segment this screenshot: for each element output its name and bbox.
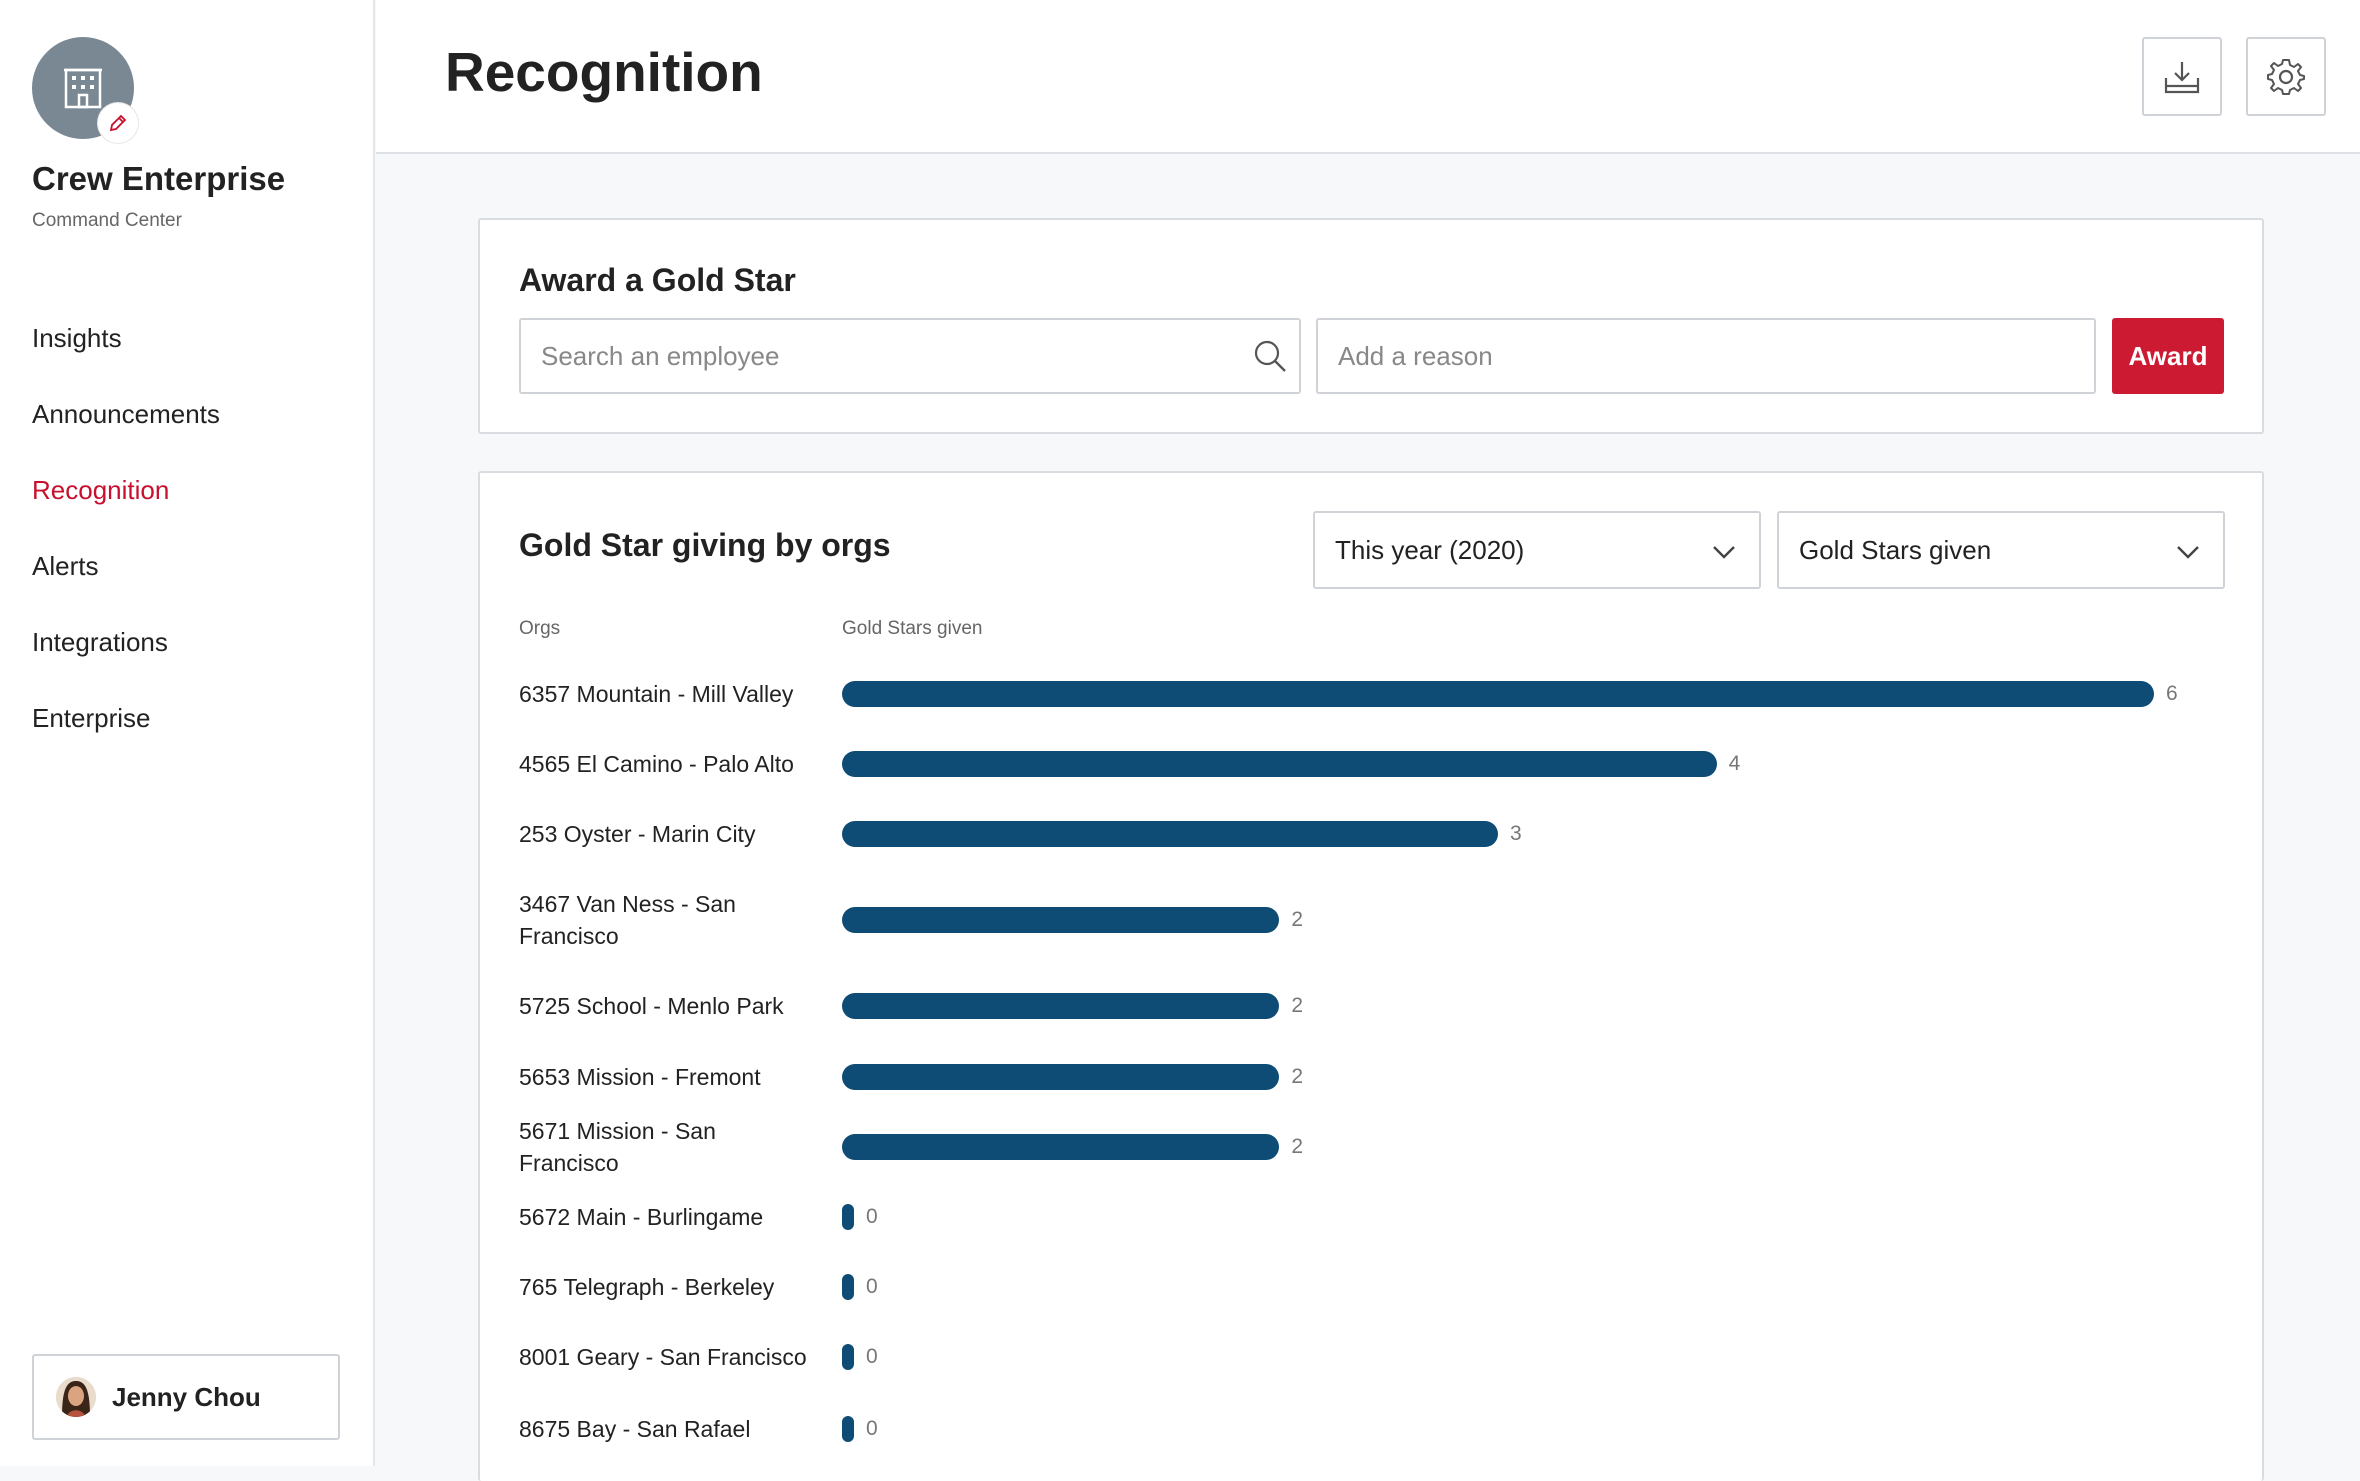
bar-value-label: 0 xyxy=(866,1345,878,1368)
giving-card-title: Gold Star giving by orgs xyxy=(519,527,891,563)
metric-select-value: Gold Stars given xyxy=(1799,534,1992,565)
bar-value-label: 0 xyxy=(866,1417,878,1440)
chart-bar xyxy=(842,907,1280,933)
user-avatar xyxy=(56,1377,96,1417)
employee-search-input[interactable] xyxy=(519,318,1301,394)
user-menu-button[interactable]: Jenny Chou xyxy=(32,1354,340,1440)
org-label: 4565 El Camino - Palo Alto xyxy=(519,751,794,777)
chart-bar xyxy=(842,681,2154,707)
org-subtitle: Command Center xyxy=(32,210,182,231)
chart-row: 5653 Mission - Fremont 2 xyxy=(519,1037,2219,1117)
chart-bar xyxy=(842,751,1717,777)
sidebar: Crew Enterprise Command Center Insights … xyxy=(0,0,375,1466)
award-card-title: Award a Gold Star xyxy=(519,262,796,298)
bar-value-label: 0 xyxy=(866,1205,878,1228)
bar-value-label: 2 xyxy=(1291,1065,1304,1088)
chart-bar xyxy=(842,1134,1280,1160)
bar-value-label: 3 xyxy=(1510,822,1522,845)
org-label: 5725 School - Menlo Park xyxy=(519,993,784,1019)
org-label: 253 Oyster - Marin City xyxy=(519,821,756,847)
period-select[interactable]: This year (2020) xyxy=(1313,511,1761,589)
org-avatar-wrap[interactable] xyxy=(32,37,138,143)
sidebar-item-enterprise[interactable]: Enterprise xyxy=(32,703,151,733)
chart-row: 4565 El Camino - Palo Alto 4 xyxy=(519,724,2219,804)
award-gold-star-card: Award a Gold Star Award xyxy=(478,218,2264,434)
topbar: Recognition xyxy=(376,0,2360,154)
sidebar-item-insights[interactable]: Insights xyxy=(32,323,122,353)
download-icon xyxy=(2164,61,2200,93)
chart-bar xyxy=(842,1416,854,1442)
chart-row: 6357 Mountain - Mill Valley 6 xyxy=(519,654,2219,734)
chart-bar xyxy=(842,1204,854,1230)
org-label: 8001 Geary - San Francisco xyxy=(519,1344,807,1370)
chart-bar xyxy=(842,1344,854,1370)
sidebar-item-integrations[interactable]: Integrations xyxy=(32,627,168,657)
chart-bar xyxy=(842,1064,1280,1090)
user-name: Jenny Chou xyxy=(112,1381,261,1412)
metric-select[interactable]: Gold Stars given xyxy=(1777,511,2225,589)
period-select-value: This year (2020) xyxy=(1335,534,1525,565)
chevron-down-icon xyxy=(2177,546,2199,559)
org-avatar[interactable] xyxy=(32,37,134,139)
chevron-down-icon xyxy=(1713,546,1735,559)
chart-row: 5725 School - Menlo Park 2 xyxy=(519,966,2219,1046)
bar-value-label: 0 xyxy=(866,1275,878,1298)
sidebar-item-announcements[interactable]: Announcements xyxy=(32,399,220,429)
bar-value-label: 2 xyxy=(1291,994,1304,1017)
chart-row: 8675 Bay - San Rafael 0 xyxy=(519,1389,2219,1469)
chart-row: 253 Oyster - Marin City 3 xyxy=(519,794,2219,874)
org-label: 8675 Bay - San Rafael xyxy=(519,1416,751,1442)
bar-value-label: 2 xyxy=(1291,908,1304,931)
page-title: Recognition xyxy=(445,41,763,103)
settings-button[interactable] xyxy=(2246,37,2326,116)
column-header-gold-stars: Gold Stars given xyxy=(842,618,983,639)
chart-row: 8001 Geary - San Francisco 0 xyxy=(519,1317,2219,1397)
chart-row: 5671 Mission - San Francisco 2 xyxy=(519,1107,2219,1187)
bar-value-label: 6 xyxy=(2166,682,2178,705)
building-icon xyxy=(64,68,102,109)
org-label: 5653 Mission - Fremont xyxy=(519,1064,761,1090)
org-label: 765 Telegraph - Berkeley xyxy=(519,1274,775,1300)
chart-row: 5672 Main - Burlingame 0 xyxy=(519,1177,2219,1257)
reason-input[interactable] xyxy=(1316,318,2096,394)
org-label: 5671 Mission - San Francisco xyxy=(519,1118,716,1176)
gear-icon xyxy=(2267,58,2305,95)
sidebar-nav: Insights Announcements Recognition Alert… xyxy=(32,318,220,774)
bar-value-label: 2 xyxy=(1291,1135,1304,1158)
search-icon[interactable] xyxy=(1252,338,1288,374)
column-header-orgs: Orgs xyxy=(519,618,561,639)
sidebar-item-alerts[interactable]: Alerts xyxy=(32,551,99,581)
chart-row: 765 Telegraph - Berkeley 0 xyxy=(519,1247,2219,1327)
chart-bar xyxy=(842,821,1498,847)
gold-star-giving-card: Gold Star giving by orgs This year (2020… xyxy=(478,471,2264,1481)
org-name: Crew Enterprise xyxy=(32,160,286,197)
bar-value-label: 4 xyxy=(1728,752,1741,775)
download-button[interactable] xyxy=(2142,37,2222,116)
chart-bar xyxy=(842,1274,854,1300)
org-label: 5672 Main - Burlingame xyxy=(519,1204,764,1230)
edit-avatar-button[interactable] xyxy=(98,103,138,143)
chart-row: 3467 Van Ness - San Francisco 2 xyxy=(519,880,2219,960)
pencil-icon xyxy=(109,114,127,132)
sidebar-item-recognition[interactable]: Recognition xyxy=(32,475,170,505)
org-label: 3467 Van Ness - San Francisco xyxy=(519,891,736,949)
award-button[interactable]: Award xyxy=(2112,318,2224,394)
org-label: 6357 Mountain - Mill Valley xyxy=(519,681,794,707)
chart-bar xyxy=(842,993,1280,1019)
